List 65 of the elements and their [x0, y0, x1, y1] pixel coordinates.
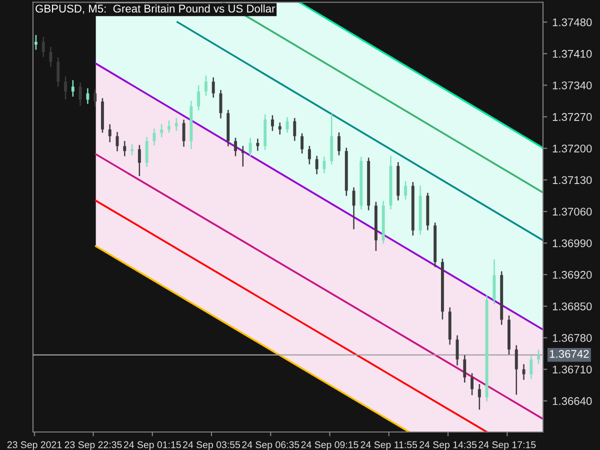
y-tick-label: 1.36990	[552, 239, 592, 248]
y-tick-label: 1.37130	[552, 176, 592, 184]
candlestick	[138, 145, 141, 176]
candlestick	[86, 88, 90, 104]
candlestick	[278, 122, 282, 135]
candlestick	[293, 118, 296, 141]
x-tick-label: 24 Sep 09:15	[301, 441, 358, 450]
candlestick	[34, 34, 38, 50]
candlestick	[308, 146, 311, 164]
candlestick	[241, 146, 244, 167]
candlestick	[522, 364, 526, 380]
candlestick	[145, 136, 148, 168]
candlestick	[234, 138, 237, 156]
y-tick-label: 1.36780	[552, 334, 592, 342]
candlestick	[478, 384, 481, 410]
candlestick	[404, 181, 407, 200]
candlestick	[168, 120, 170, 133]
candlestick	[78, 82, 82, 106]
y-tick-label: 1.36710	[552, 366, 592, 374]
candlestick	[108, 124, 112, 142]
candlestick	[152, 128, 156, 146]
x-tick-label: 24 Sep 03:55	[183, 441, 240, 450]
candlestick	[530, 355, 533, 379]
candlestick	[338, 132, 340, 156]
candlestick	[248, 138, 252, 156]
x-tick-label: 24 Sep 01:15	[124, 441, 181, 450]
candlestick	[204, 76, 208, 96]
y-tick-label: 1.37340	[552, 81, 592, 90]
chart-title: GBPUSD, M5: Great Britain Pound vs US Dollar	[36, 4, 276, 14]
candlestick	[197, 86, 200, 110]
candlestick	[352, 187, 356, 230]
candlestick	[212, 77, 215, 98]
x-tick-label: 23 Sep 22:35	[64, 441, 122, 450]
x-tick-label: 23 Sep 2021	[7, 441, 62, 450]
candlestick	[160, 124, 164, 138]
candlestick	[42, 36, 45, 57]
candlestick	[123, 140, 126, 156]
x-tick-label: 24 Sep 06:35	[242, 441, 300, 450]
y-tick-label: 1.36850	[552, 302, 592, 310]
candlestick	[94, 89, 97, 107]
candlestick	[182, 120, 186, 147]
y-tick-label: 1.37060	[552, 208, 592, 216]
candlestick	[315, 156, 318, 174]
candlestick	[470, 373, 474, 396]
candlestick	[322, 156, 326, 174]
x-tick-label: 24 Sep 11:55	[360, 441, 418, 450]
y-tick-label: 1.37200	[552, 144, 592, 152]
candlestick	[71, 80, 74, 97]
ref-line-label: 1.36742	[550, 350, 589, 358]
candlestick	[537, 350, 540, 364]
y-tick-label: 1.36640	[552, 397, 592, 406]
candlestick	[463, 355, 466, 383]
candlestick	[56, 58, 60, 87]
candlestick	[256, 138, 260, 151]
candlestick	[300, 133, 304, 154]
y-tick-label: 1.37480	[552, 18, 592, 26]
candlestick	[174, 118, 178, 131]
y-tick-label: 1.36920	[552, 270, 592, 279]
x-tick-label: 24 Sep 17:15	[478, 441, 536, 450]
candlestick	[271, 115, 274, 131]
y-tick-label: 1.37270	[552, 113, 592, 121]
y-tick-label: 1.37410	[552, 50, 592, 58]
candlestick	[514, 345, 518, 395]
x-tick-label: 24 Sep 14:35	[420, 441, 477, 450]
candlestick	[64, 76, 67, 100]
